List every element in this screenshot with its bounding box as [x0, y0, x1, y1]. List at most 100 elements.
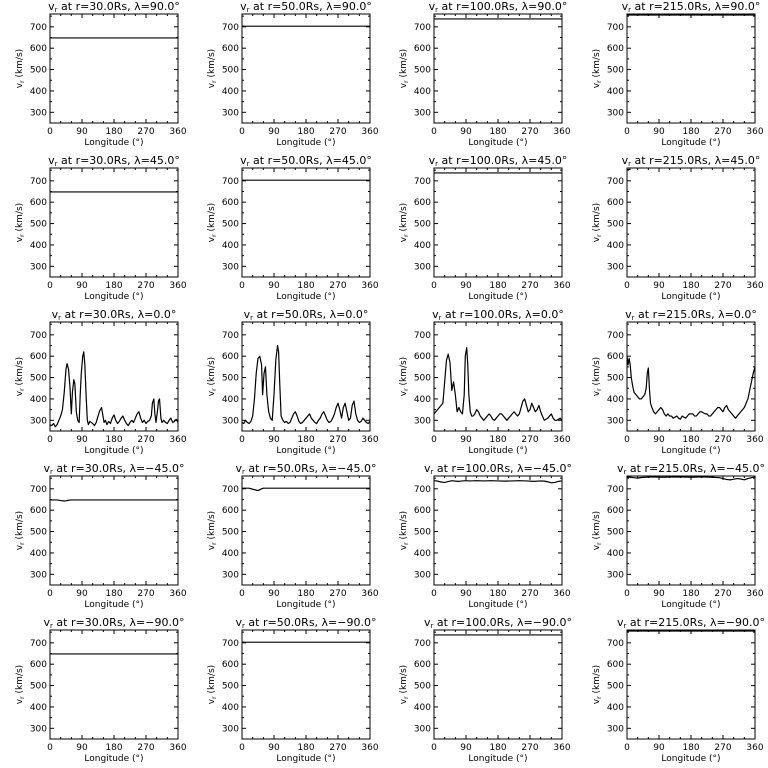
plot-frame: [49, 167, 179, 278]
y-tick-label: 500: [414, 528, 431, 538]
x-axis-label: Longitude (°): [276, 600, 335, 610]
y-tick-label: 300: [607, 262, 624, 272]
y-tick-label: 500: [30, 528, 47, 538]
x-tick-label: 90: [268, 743, 280, 753]
x-axis-label: Longitude (°): [468, 446, 527, 456]
plot-frame: [626, 475, 756, 586]
x-tick-label: 0: [624, 435, 630, 445]
x-tick-label: 90: [268, 435, 280, 445]
y-tick-label: 500: [30, 374, 47, 384]
chart-panel: vr at r=30.0Rs, λ=−45.0° 0 90 180 270 360 300 4…: [15, 462, 187, 610]
x-tick-label: 360: [169, 127, 186, 137]
x-tick-label: 0: [431, 743, 437, 753]
chart-title: vr at r=30.0Rs, λ=−90.0°: [44, 616, 185, 630]
y-tick-label: 500: [222, 220, 239, 230]
plot-frame: [433, 629, 563, 740]
y-tick-label: 700: [414, 331, 431, 341]
x-tick-label: 180: [105, 589, 122, 599]
x-tick-label: 90: [460, 589, 472, 599]
chart-panel: vr at r=30.0Rs, λ=−90.0° 0 90 180 270 360 300 4…: [15, 616, 187, 764]
chart-title: vr at r=215.0Rs, λ=0.0°: [625, 308, 757, 322]
y-tick-label: 300: [607, 724, 624, 734]
chart-title: vr at r=215.0Rs, λ=45.0°: [622, 154, 761, 168]
x-tick-label: 180: [682, 743, 699, 753]
y-tick-label: 700: [607, 639, 624, 649]
y-axis-label: vr (km/s): [399, 665, 410, 704]
y-tick-label: 400: [222, 241, 239, 251]
y-tick-label: 600: [607, 44, 624, 54]
chart-title: vr at r=215.0Rs, λ=−90.0°: [617, 616, 765, 630]
chart-panel: vr at r=215.0Rs, λ=−45.0° 0 90 180 270 360 300…: [592, 462, 765, 610]
y-tick-label: 700: [30, 23, 47, 33]
chart-title: vr at r=30.0Rs, λ=−45.0°: [44, 462, 185, 476]
x-tick-label: 180: [682, 127, 699, 137]
x-tick-label: 90: [653, 589, 665, 599]
x-tick-label: 180: [297, 127, 314, 137]
x-tick-label: 360: [553, 435, 570, 445]
chart-panel: vr at r=215.0Rs, λ=45.0° 0 90 180 270 360 300 4…: [592, 154, 764, 302]
y-tick-label: 300: [30, 570, 47, 580]
x-tick-label: 360: [553, 127, 570, 137]
y-tick-label: 400: [30, 549, 47, 559]
x-tick-label: 360: [169, 743, 186, 753]
x-tick-label: 0: [431, 589, 437, 599]
y-tick-label: 400: [414, 703, 431, 713]
chart-panel: vr at r=215.0Rs, λ=0.0° 0 90 180 270 360 300 40…: [592, 308, 764, 456]
x-tick-label: 270: [329, 589, 346, 599]
y-tick-label: 300: [222, 570, 239, 580]
x-axis-label: Longitude (°): [468, 754, 527, 764]
x-tick-label: 360: [746, 435, 763, 445]
x-tick-label: 270: [329, 743, 346, 753]
x-tick-label: 90: [76, 127, 88, 137]
series-line: [241, 344, 371, 425]
chart-title: vr at r=30.0Rs, λ=45.0°: [48, 154, 180, 168]
x-tick-label: 270: [714, 281, 731, 291]
y-tick-label: 600: [30, 660, 47, 670]
y-axis-label: vr (km/s): [592, 203, 603, 242]
y-axis-label: vr (km/s): [15, 665, 26, 704]
x-tick-label: 90: [76, 743, 88, 753]
x-tick-label: 180: [489, 127, 506, 137]
x-tick-label: 0: [239, 281, 245, 291]
plot-frame: [241, 167, 371, 278]
y-tick-label: 600: [607, 660, 624, 670]
x-tick-label: 360: [553, 281, 570, 291]
y-tick-label: 600: [222, 660, 239, 670]
y-tick-label: 600: [30, 352, 47, 362]
y-tick-label: 500: [414, 682, 431, 692]
x-tick-label: 0: [431, 435, 437, 445]
x-tick-label: 90: [268, 281, 280, 291]
chart-title: vr at r=100.0Rs, λ=0.0°: [432, 308, 564, 322]
y-tick-label: 700: [607, 177, 624, 187]
x-axis-label: Longitude (°): [84, 292, 143, 302]
x-tick-label: 180: [105, 127, 122, 137]
y-tick-label: 600: [414, 506, 431, 516]
x-axis-label: Longitude (°): [84, 754, 143, 764]
y-axis-label: vr (km/s): [207, 665, 218, 704]
plot-frame: [626, 321, 756, 432]
y-tick-label: 300: [30, 416, 47, 426]
y-axis-label: vr (km/s): [592, 511, 603, 550]
chart-title: vr at r=50.0Rs, λ=−45.0°: [236, 462, 377, 476]
plot-frame: [241, 629, 371, 740]
chart-panel: vr at r=100.0Rs, λ=−90.0° 0 90 180 270 360 300…: [399, 616, 572, 764]
y-tick-label: 400: [222, 87, 239, 97]
y-tick-label: 500: [222, 682, 239, 692]
x-axis-label: Longitude (°): [84, 446, 143, 456]
x-tick-label: 0: [239, 589, 245, 599]
y-axis-label: vr (km/s): [207, 511, 218, 550]
x-axis-label: Longitude (°): [661, 292, 720, 302]
x-axis-label: Longitude (°): [661, 600, 720, 610]
plot-frame: [49, 629, 179, 740]
y-tick-label: 400: [414, 395, 431, 405]
x-tick-label: 90: [268, 589, 280, 599]
x-axis-label: Longitude (°): [468, 600, 527, 610]
y-tick-label: 400: [607, 241, 624, 251]
x-tick-label: 360: [746, 589, 763, 599]
x-tick-label: 270: [521, 281, 538, 291]
y-tick-label: 500: [414, 66, 431, 76]
y-tick-label: 700: [222, 23, 239, 33]
x-tick-label: 90: [76, 281, 88, 291]
y-tick-label: 700: [414, 639, 431, 649]
y-tick-label: 700: [30, 639, 47, 649]
